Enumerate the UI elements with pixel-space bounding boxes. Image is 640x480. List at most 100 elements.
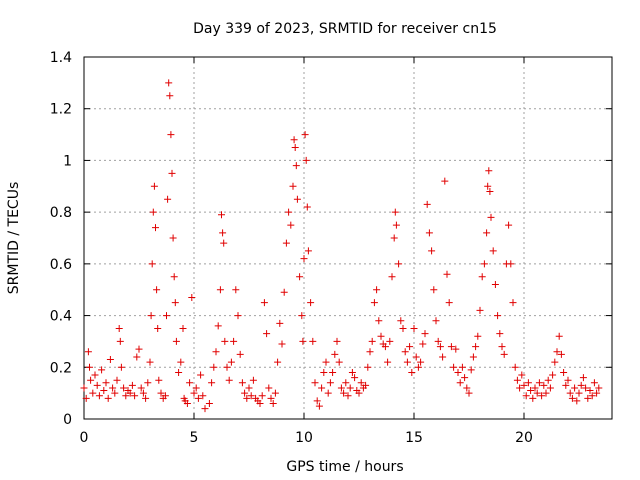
- data-point: [421, 330, 429, 338]
- data-point: [91, 371, 99, 379]
- data-point: [560, 368, 568, 376]
- data-point: [164, 195, 172, 203]
- data-point: [577, 381, 585, 389]
- data-point: [368, 337, 376, 345]
- data-point: [86, 363, 93, 371]
- data-point: [392, 221, 400, 229]
- data-point: [161, 392, 169, 400]
- data-point: [225, 376, 233, 384]
- data-point: [80, 384, 88, 392]
- data-point: [575, 389, 583, 397]
- y-tick-label: 1.4: [50, 50, 72, 66]
- data-point: [432, 317, 440, 325]
- data-point: [148, 260, 156, 268]
- y-tick-label: 0.6: [50, 257, 72, 273]
- data-point: [139, 389, 147, 397]
- data-point: [381, 343, 389, 351]
- data-point: [299, 337, 307, 345]
- data-point: [98, 366, 106, 374]
- y-tick-label: 0.4: [50, 309, 72, 325]
- data-point: [370, 299, 378, 307]
- data-point: [423, 200, 431, 208]
- data-point: [527, 387, 535, 395]
- data-point: [183, 399, 191, 407]
- data-point: [417, 358, 425, 366]
- data-point: [93, 381, 101, 389]
- data-point: [267, 394, 275, 402]
- data-point: [579, 374, 587, 382]
- data-point: [351, 374, 359, 382]
- data-point: [167, 131, 175, 139]
- data-point: [461, 374, 469, 382]
- x-tick-label: 20: [515, 430, 533, 446]
- data-point: [133, 353, 141, 361]
- data-point: [544, 376, 552, 384]
- data-point: [320, 368, 328, 376]
- data-point: [142, 394, 150, 402]
- data-point: [546, 384, 554, 392]
- data-point: [315, 402, 323, 410]
- data-point: [113, 376, 121, 384]
- data-point: [538, 392, 546, 400]
- data-point: [443, 270, 451, 278]
- data-point: [223, 363, 231, 371]
- data-point: [186, 379, 194, 387]
- data-point: [163, 312, 170, 320]
- data-point: [430, 286, 438, 294]
- data-point: [324, 389, 332, 397]
- data-point: [484, 182, 492, 190]
- data-point: [454, 368, 462, 376]
- data-point: [384, 358, 392, 366]
- data-point: [342, 379, 350, 387]
- data-point: [395, 260, 403, 268]
- data-point: [236, 350, 244, 358]
- data-point: [102, 379, 110, 387]
- data-point: [111, 389, 119, 397]
- data-point: [362, 381, 370, 389]
- data-point: [100, 387, 108, 395]
- data-point: [491, 281, 499, 289]
- data-point: [137, 384, 145, 392]
- data-point: [230, 337, 238, 345]
- data-point: [258, 392, 266, 400]
- data-point: [122, 392, 130, 400]
- data-point: [467, 366, 475, 374]
- data-point: [329, 368, 337, 376]
- data-point: [120, 384, 128, 392]
- data-point: [115, 325, 123, 332]
- data-point: [584, 394, 592, 402]
- chart-title: Day 339 of 2023, SRMTID for receiver cn1…: [193, 21, 497, 37]
- y-tick-label: 0.2: [50, 360, 72, 376]
- data-point: [513, 376, 521, 384]
- x-tick-label: 5: [190, 430, 199, 446]
- data-point: [300, 255, 308, 263]
- data-point: [509, 299, 517, 307]
- data-point: [216, 286, 224, 294]
- data-point: [590, 379, 598, 387]
- data-point: [355, 389, 363, 397]
- data-point: [241, 389, 249, 397]
- y-tick-label: 0.8: [50, 205, 72, 221]
- data-point: [84, 348, 92, 356]
- data-point: [436, 343, 444, 351]
- data-point: [311, 379, 319, 387]
- data-point: [177, 358, 185, 366]
- data-point: [593, 389, 601, 397]
- data-point: [564, 376, 572, 384]
- y-tick-label: 1: [63, 153, 72, 169]
- data-point: [397, 317, 405, 325]
- data-point: [199, 392, 207, 400]
- data-point: [271, 389, 279, 397]
- data-point: [210, 363, 218, 371]
- data-point: [478, 273, 486, 281]
- data-points: [80, 79, 603, 413]
- data-point: [278, 340, 286, 348]
- data-point: [386, 337, 394, 345]
- data-point: [304, 247, 312, 255]
- data-point: [249, 376, 257, 384]
- data-point: [480, 260, 488, 268]
- data-point: [483, 229, 491, 237]
- data-point: [375, 317, 383, 325]
- data-point: [169, 234, 177, 242]
- data-point: [322, 358, 330, 366]
